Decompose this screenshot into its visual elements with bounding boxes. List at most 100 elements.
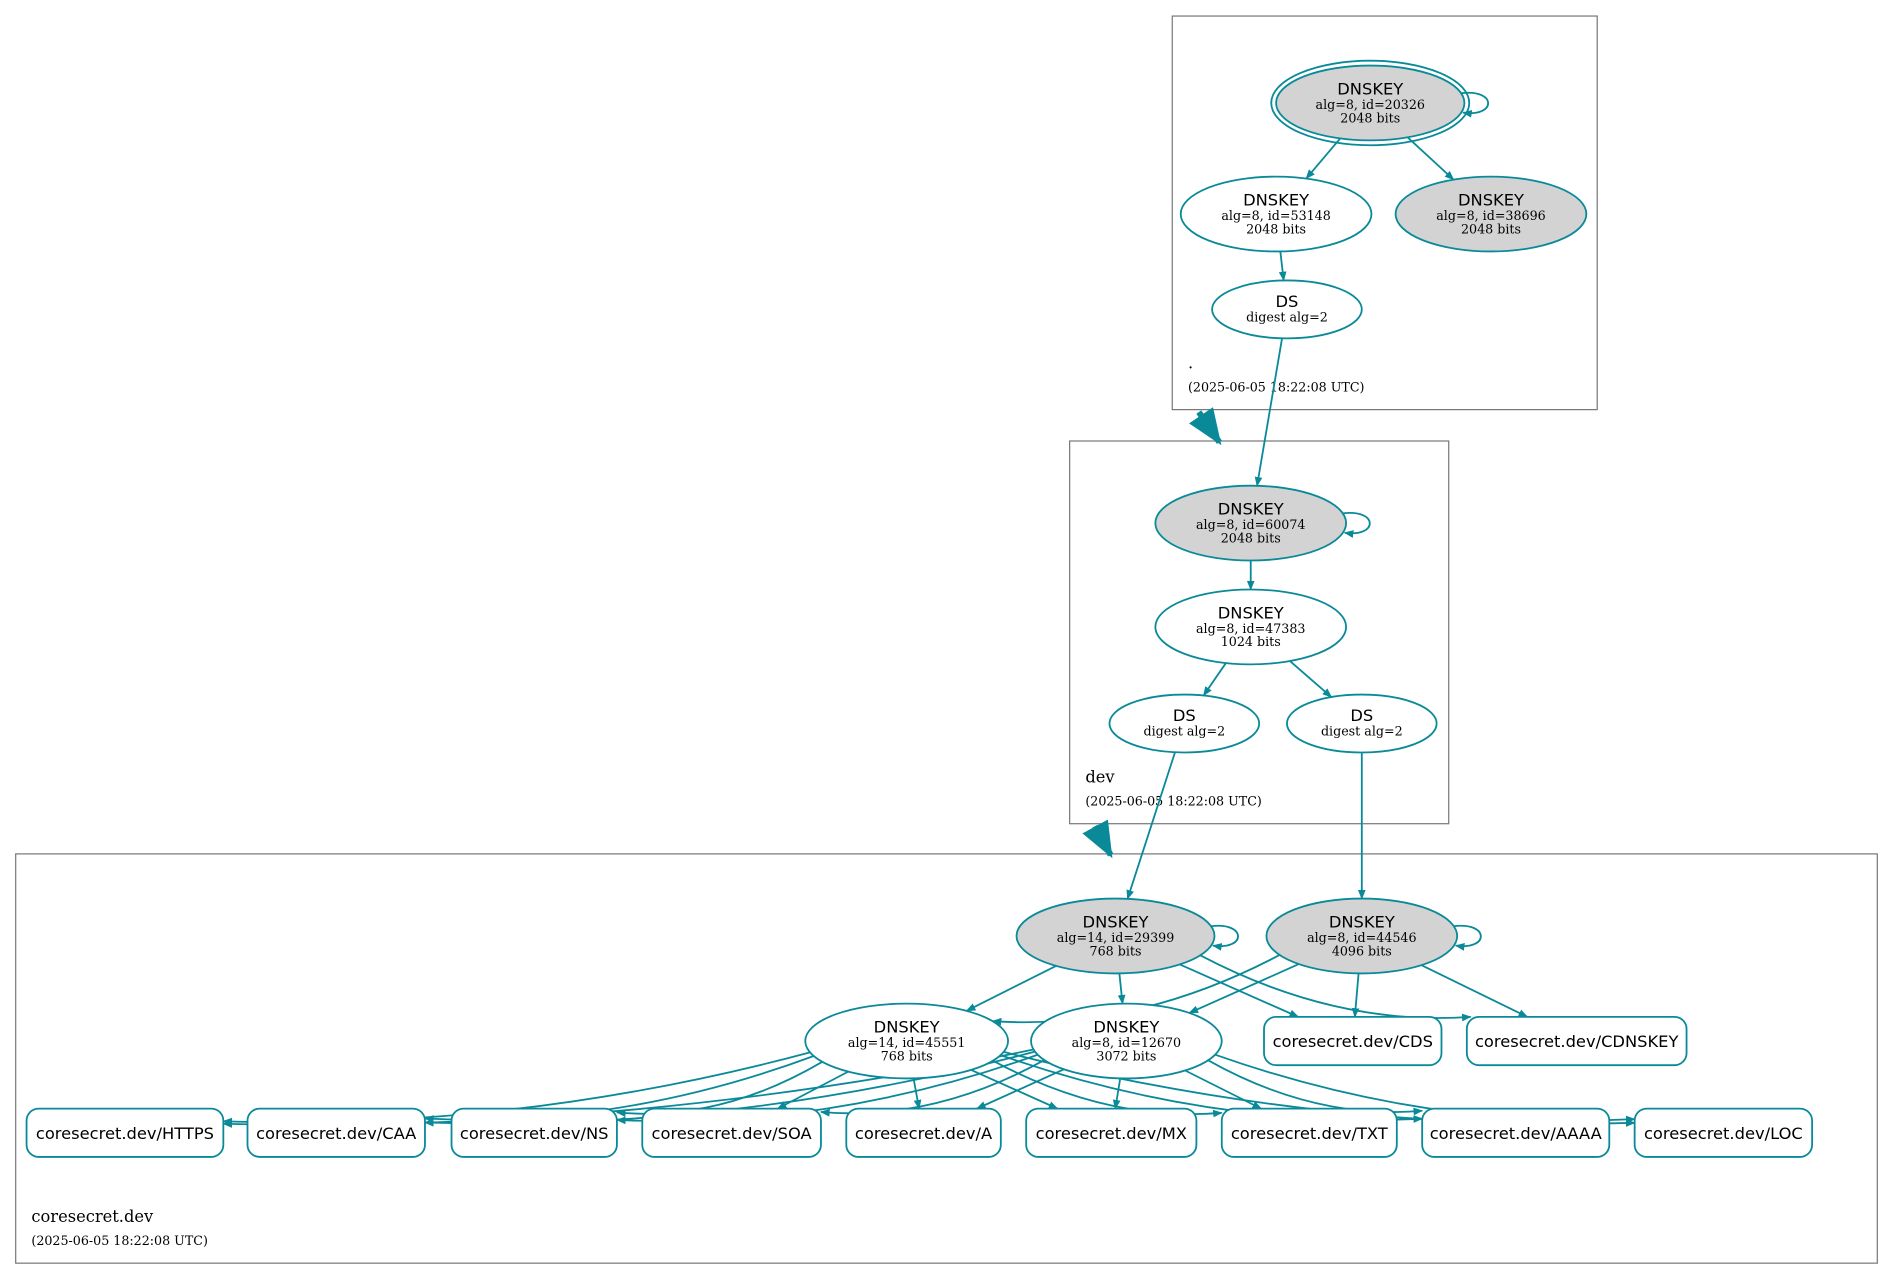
node-detail: 768 bits <box>881 1048 933 1063</box>
rrset-node[interactable]: coresecret.dev/A <box>845 1107 1002 1158</box>
zone-border <box>1171 15 1598 411</box>
rrset-label: coresecret.dev/HTTPS <box>36 1124 214 1143</box>
node-detail: 1024 bits <box>1221 634 1281 649</box>
node-type: DNSKEY <box>1218 603 1284 622</box>
node-type: DNSKEY <box>1083 913 1149 932</box>
rrset-label: coresecret.dev/TXT <box>1231 1124 1388 1143</box>
node-ellipse <box>1154 484 1348 562</box>
rrset-node[interactable]: coresecret.dev/SOA <box>641 1107 822 1158</box>
edge-k12670-rMX <box>1112 1078 1122 1110</box>
node-detail: 2048 bits <box>1461 221 1521 236</box>
node-detail: alg=14, id=29399 <box>1057 930 1174 945</box>
edge-k53148-dsRoot <box>1278 251 1287 282</box>
node-detail: alg=8, id=47383 <box>1196 621 1305 636</box>
zone-name: . <box>1188 354 1193 373</box>
node-ellipse <box>804 1002 1009 1080</box>
node-detail: alg=8, id=38696 <box>1436 208 1545 223</box>
node-ellipse <box>1265 897 1459 975</box>
node-ellipse <box>1286 693 1438 754</box>
edge-k20326-k53148 <box>1305 137 1341 180</box>
node-ellipse <box>1154 588 1348 666</box>
edge-k45551-rNS <box>615 1061 823 1118</box>
edge-k12670-rA <box>976 1068 1065 1110</box>
zone-timestamp: (2025-06-05 18:22:08 UTC) <box>1188 380 1365 395</box>
rrset-node[interactable]: coresecret.dev/CDS <box>1263 1015 1443 1067</box>
node-detail: alg=14, id=45551 <box>848 1035 965 1050</box>
edge-k12670-rTXT <box>1184 1069 1263 1110</box>
rrset-node[interactable]: coresecret.dev/TXT <box>1220 1107 1398 1158</box>
rrset-node[interactable]: coresecret.dev/LOC <box>1633 1107 1814 1158</box>
rrset-box <box>641 1107 822 1158</box>
trust-anchor-ring <box>1270 59 1471 147</box>
node-detail: alg=8, id=60074 <box>1196 517 1305 532</box>
edge-k45551-rMX <box>970 1069 1059 1110</box>
node-type: DS <box>1350 706 1373 725</box>
rrset-box <box>1633 1107 1814 1158</box>
delegation-arrow <box>1082 819 1114 859</box>
node-ellipse <box>1108 693 1261 754</box>
edge-k44546-rCDS <box>1351 973 1360 1018</box>
node-detail: 2048 bits <box>1340 110 1400 125</box>
zone-name: dev <box>1085 768 1115 787</box>
node-detail: digest alg=2 <box>1321 724 1403 739</box>
edge-k45551-rA <box>912 1078 922 1110</box>
rrset-label: coresecret.dev/CAA <box>256 1124 416 1143</box>
rrset-label: coresecret.dev/MX <box>1036 1124 1187 1143</box>
edge-k29399-k12670 <box>1117 973 1126 1005</box>
rrset-box <box>845 1107 1002 1158</box>
zone-border <box>1069 440 1450 825</box>
rrset-box <box>25 1107 225 1158</box>
zone-name: coresecret.dev <box>31 1207 154 1226</box>
delegation-arrow <box>1189 407 1222 446</box>
rrset-node[interactable]: coresecret.dev/CAA <box>246 1107 426 1158</box>
edge-dsDev1-k29399 <box>1126 751 1176 900</box>
edge-dsRoot-k60074 <box>1254 338 1283 487</box>
rrset-node[interactable]: coresecret.dev/HTTPS <box>25 1107 225 1158</box>
rrset-label: coresecret.dev/A <box>855 1124 992 1143</box>
rrset-label: coresecret.dev/NS <box>460 1124 609 1143</box>
rrset-label: coresecret.dev/LOC <box>1644 1124 1803 1143</box>
node-detail: 768 bits <box>1090 943 1142 958</box>
node-detail: 2048 bits <box>1246 221 1306 236</box>
edge-k45551-rSOA <box>776 1070 849 1110</box>
node-type: DNSKEY <box>1458 191 1524 210</box>
node-type: DNSKEY <box>874 1018 940 1037</box>
node-type: DNSKEY <box>1218 500 1284 519</box>
rrset-node[interactable]: coresecret.dev/CDNSKEY <box>1465 1015 1688 1067</box>
edge-k29399-k45551 <box>965 965 1057 1012</box>
rrset-label: coresecret.dev/AAAA <box>1430 1124 1602 1143</box>
node-type: DNSKEY <box>1329 913 1395 932</box>
zone-cluster-dev: dev (2025-06-05 18:22:08 UTC) <box>1069 440 1450 825</box>
node-ellipse <box>1179 175 1373 253</box>
zone-timestamp: (2025-06-05 18:22:08 UTC) <box>1085 794 1262 809</box>
rrset-box <box>1465 1015 1688 1067</box>
node-detail: 3072 bits <box>1096 1048 1156 1063</box>
node-ellipse <box>1394 175 1588 253</box>
rrset-box <box>450 1107 618 1158</box>
rrset-label: coresecret.dev/CDS <box>1273 1032 1433 1051</box>
node-detail: alg=8, id=20326 <box>1316 97 1425 112</box>
edge-k44546-k12670 <box>1188 963 1300 1014</box>
rrset-node[interactable]: coresecret.dev/AAAA <box>1421 1107 1611 1158</box>
rrset-node[interactable]: coresecret.dev/NS <box>450 1107 618 1158</box>
rrset-box <box>1025 1107 1198 1158</box>
rrset-node[interactable]: coresecret.dev/MX <box>1025 1107 1198 1158</box>
node-ellipse <box>1275 64 1466 142</box>
rrset-box <box>1263 1015 1443 1067</box>
node-detail: alg=8, id=44546 <box>1307 930 1416 945</box>
node-type: DNSKEY <box>1243 191 1309 210</box>
zone-cluster-root: . (2025-06-05 18:22:08 UTC) <box>1171 15 1598 411</box>
